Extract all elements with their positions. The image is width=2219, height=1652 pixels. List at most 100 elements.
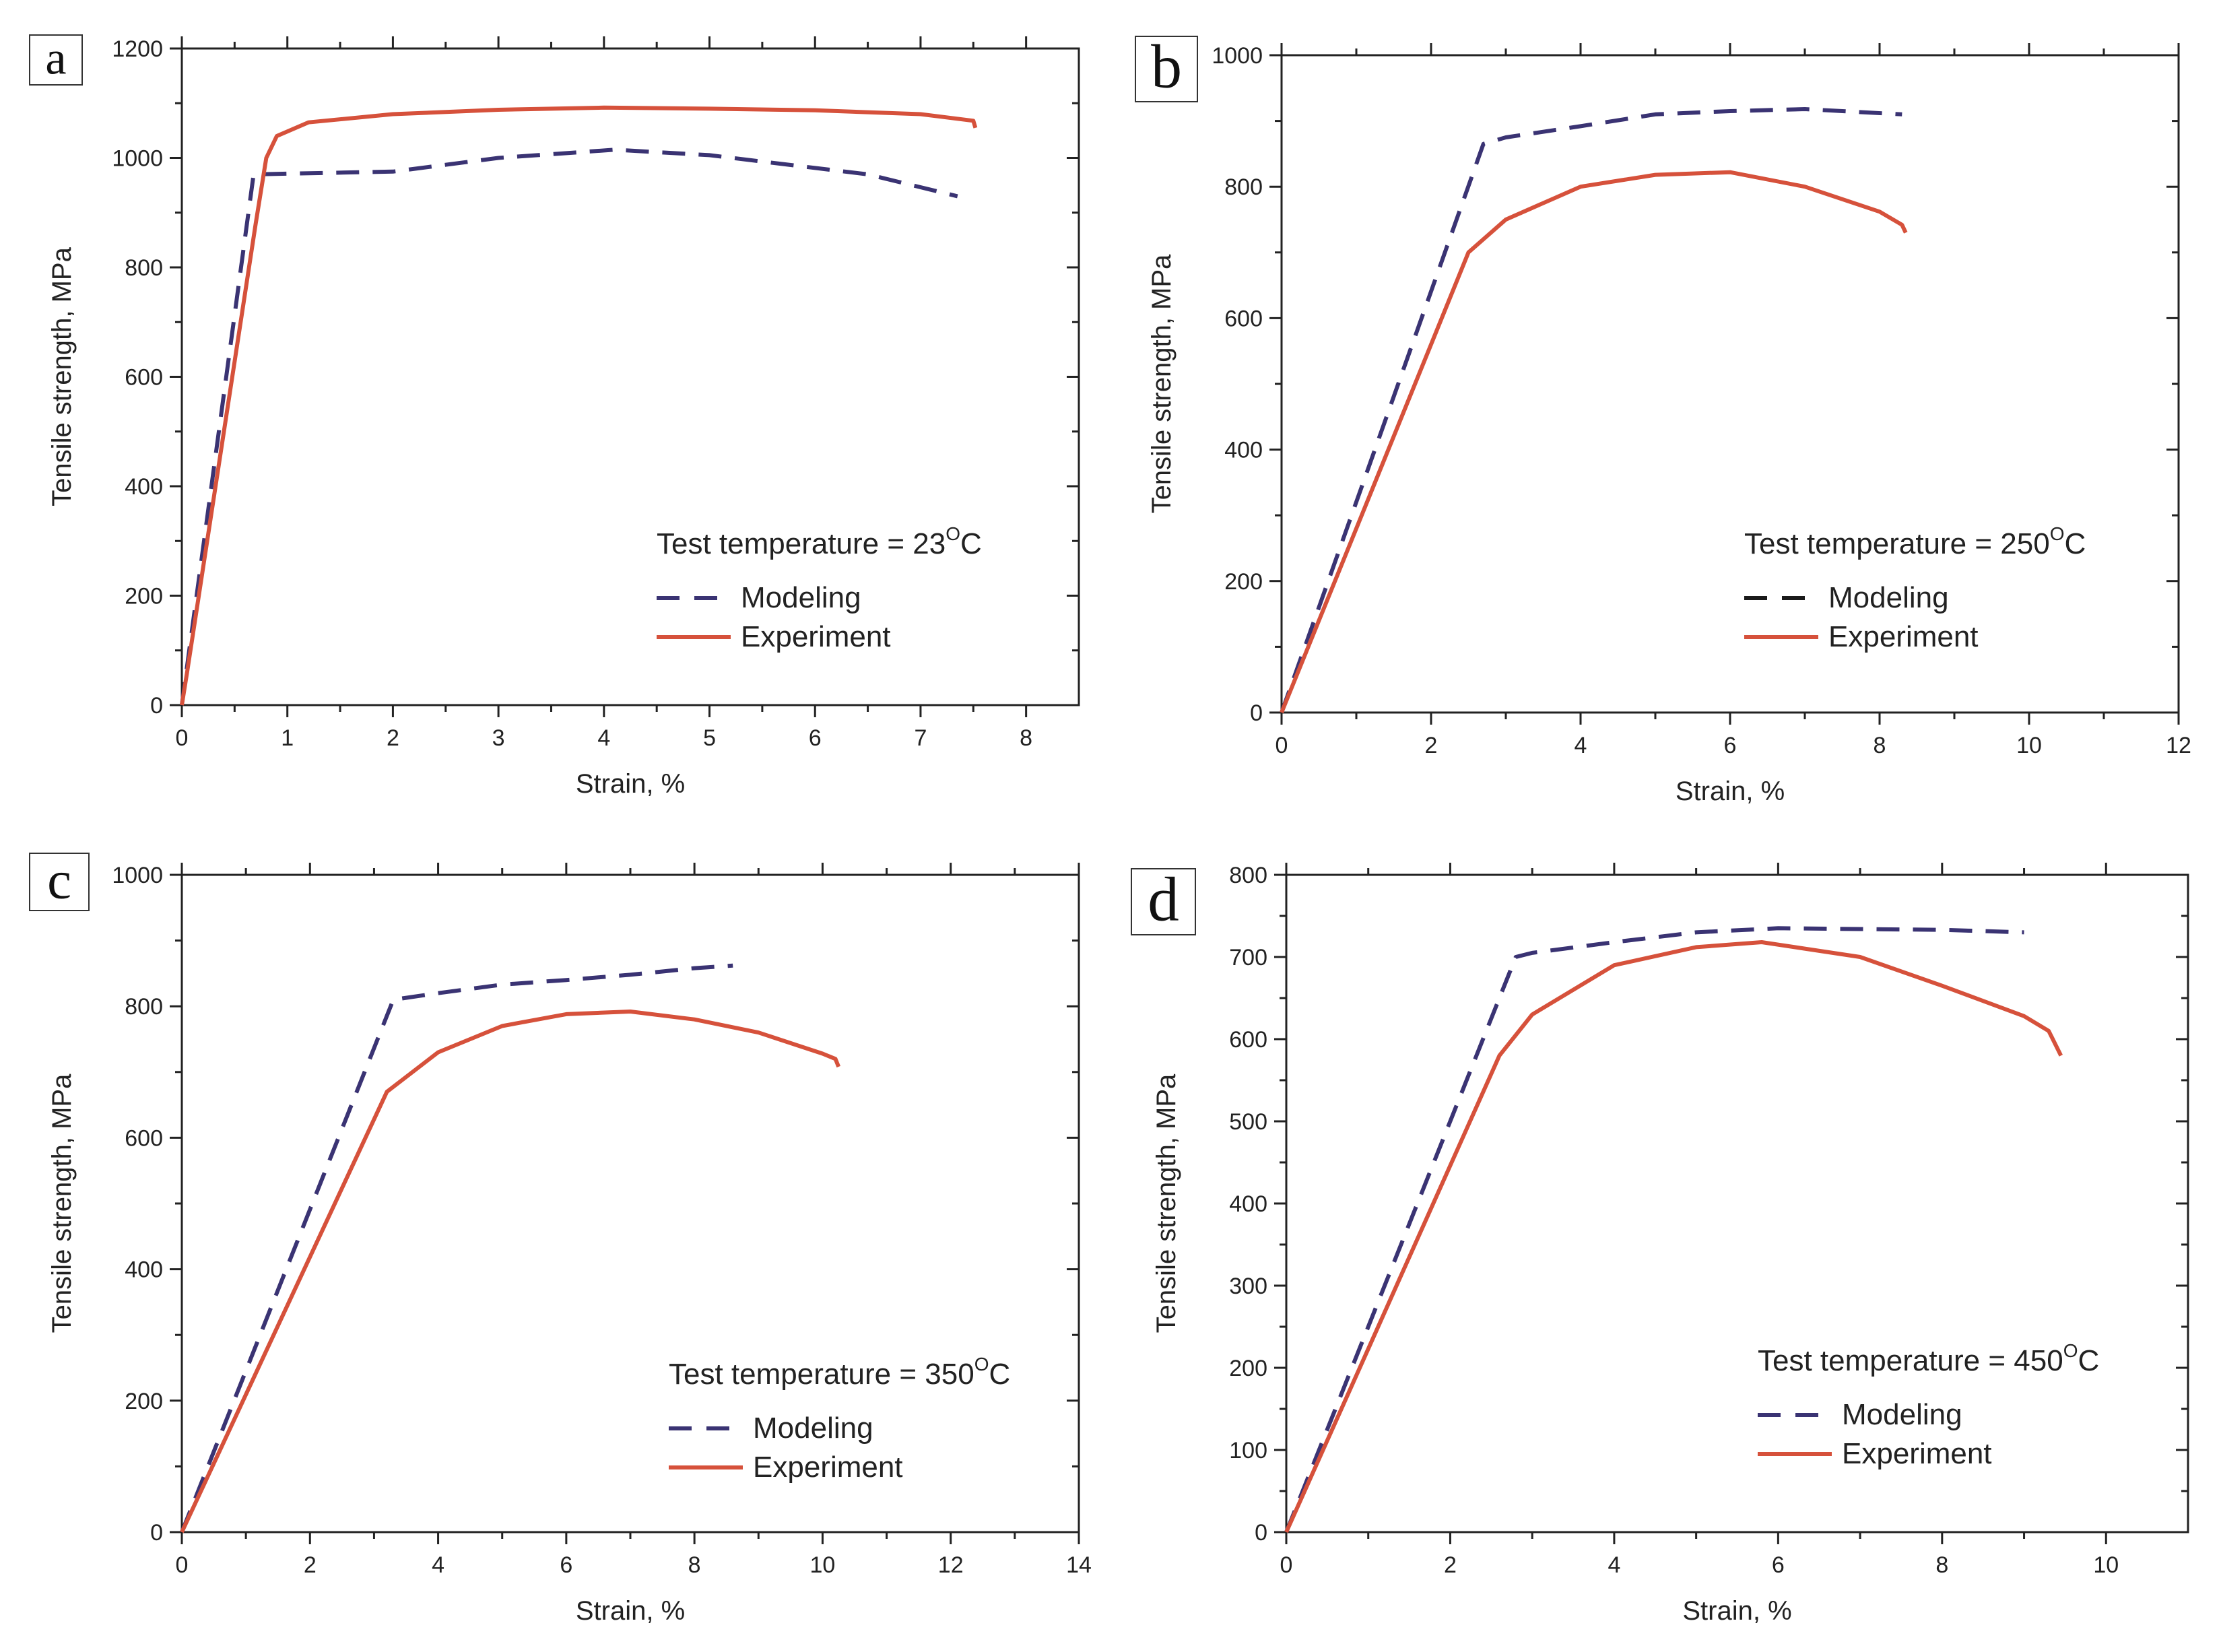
y-tick-label: 600 bbox=[125, 365, 163, 391]
x-tick-label: 5 bbox=[703, 725, 716, 751]
y-tick-label: 1000 bbox=[112, 146, 163, 172]
panel-badge bbox=[1131, 868, 1196, 935]
y-tick-label: 0 bbox=[150, 693, 163, 719]
legend-label-experiment: Experiment bbox=[1842, 1437, 1992, 1470]
x-tick-label: 10 bbox=[2093, 1552, 2119, 1578]
chart-panel-d: 0 2 4 6 8 100100200300400500600700800Strain, … bbox=[1131, 863, 2189, 1626]
x-tick-label: 10 bbox=[810, 1552, 836, 1578]
y-tick-label: 500 bbox=[1229, 1109, 1267, 1135]
series-line-modeling bbox=[180, 963, 733, 1533]
x-tick-label: 4 bbox=[1575, 733, 1587, 758]
x-tick-label: 2 bbox=[304, 1552, 317, 1578]
y-tick-label: 600 bbox=[125, 1125, 163, 1151]
legend-title-degree: O bbox=[2063, 1340, 2078, 1361]
x-axis-label: Strain, % bbox=[1676, 777, 1785, 806]
y-tick-label: 800 bbox=[1224, 174, 1263, 200]
plot-frame bbox=[1285, 873, 2189, 1533]
y-tick-label: 1200 bbox=[112, 36, 163, 62]
x-tick-label: 10 bbox=[2016, 733, 2042, 758]
series-line-experiment bbox=[180, 105, 978, 706]
legend-title-text: Test temperature = 250 bbox=[1744, 527, 2050, 560]
x-tick-label: 6 bbox=[1724, 733, 1737, 758]
y-tick-label: 600 bbox=[1229, 1027, 1267, 1053]
series-line-experiment bbox=[1284, 940, 2063, 1533]
legend-title-unit: C bbox=[2078, 1344, 2100, 1377]
x-axis-label: Strain, % bbox=[576, 1596, 685, 1626]
y-tick-label: 800 bbox=[125, 255, 163, 281]
legend-label-modeling: Modeling bbox=[753, 1412, 873, 1445]
x-axis-label: Strain, % bbox=[1682, 1596, 1791, 1626]
series-line-modeling bbox=[1284, 926, 2024, 1533]
legend-label-modeling: Modeling bbox=[1842, 1398, 1962, 1431]
y-tick-label: 1000 bbox=[112, 863, 163, 888]
x-tick-label: 4 bbox=[432, 1552, 444, 1578]
series-line-modeling bbox=[180, 147, 958, 706]
y-tick-label: 600 bbox=[1224, 306, 1263, 331]
panel-label: d bbox=[1148, 865, 1179, 934]
legend-title-unit: C bbox=[2065, 527, 2086, 560]
legend-title: Test temperature = 350OC bbox=[669, 1354, 1010, 1391]
y-tick-label: 800 bbox=[1229, 863, 1267, 888]
chart-panel-a: 0 1 2 3 4 5 6 7 8 0 200 400 600 800 1000 1200 Strain, % T… bbox=[29, 32, 1080, 799]
y-tick-label: 400 bbox=[1224, 438, 1263, 463]
x-tick-label: 1 bbox=[281, 725, 294, 751]
y-tick-label: 1000 bbox=[1212, 43, 1263, 69]
legend-label-modeling: Modeling bbox=[741, 581, 861, 614]
x-tick-label: 2 bbox=[1444, 1552, 1457, 1578]
series-line-modeling bbox=[1280, 107, 1902, 714]
x-tick-label: 14 bbox=[1066, 1552, 1092, 1578]
panel-label: a bbox=[45, 32, 66, 85]
x-tick-label: 0 bbox=[1280, 1552, 1293, 1578]
y-tick-label: 0 bbox=[1255, 1520, 1267, 1546]
legend-title-text: Test temperature = 450 bbox=[1758, 1344, 2063, 1377]
y-tick-label: 200 bbox=[1224, 569, 1263, 595]
x-tick-label: 4 bbox=[1608, 1552, 1620, 1578]
y-tick-label: 200 bbox=[125, 584, 163, 609]
x-tick-label: 3 bbox=[492, 725, 505, 751]
legend-label-modeling: Modeling bbox=[1828, 581, 1949, 614]
y-tick-label: 0 bbox=[1250, 700, 1263, 726]
x-axis-label: Strain, % bbox=[576, 769, 685, 799]
y-tick-label: 400 bbox=[1229, 1191, 1267, 1217]
series-line-experiment bbox=[1280, 170, 1908, 714]
x-tick-label: 2 bbox=[1425, 733, 1438, 758]
legend-label-experiment: Experiment bbox=[753, 1451, 903, 1484]
legend-title-degree: O bbox=[974, 1354, 989, 1375]
legend-title-unit: C bbox=[989, 1358, 1011, 1391]
panel-badge bbox=[1135, 36, 1198, 102]
chart-panel-c: 0 2 4 6 8 10 12 14 0 200 400 600 800 1000 Strain, % Ten… bbox=[29, 850, 1092, 1626]
x-tick-label: 6 bbox=[809, 725, 822, 751]
x-tick-label: 6 bbox=[560, 1552, 572, 1578]
x-tick-label: 8 bbox=[1874, 733, 1886, 758]
x-tick-label: 2 bbox=[387, 725, 399, 751]
legend-label-experiment: Experiment bbox=[1828, 620, 1979, 653]
y-axis-label: Tensile strength, MPa bbox=[47, 1073, 77, 1333]
y-tick-label: 800 bbox=[125, 994, 163, 1020]
legend-title: Test temperature = 23OC bbox=[657, 523, 982, 560]
legend-title-degree: O bbox=[946, 523, 960, 544]
y-tick-label: 100 bbox=[1229, 1438, 1267, 1463]
y-axis-label: Tensile strength, MPa bbox=[1152, 1073, 1181, 1333]
panel-label: c bbox=[47, 850, 71, 910]
x-tick-label: 6 bbox=[1772, 1552, 1785, 1578]
x-tick-label: 7 bbox=[914, 725, 927, 751]
y-tick-label: 200 bbox=[125, 1389, 163, 1414]
x-tick-label: 12 bbox=[2166, 733, 2191, 758]
y-tick-label: 0 bbox=[150, 1520, 163, 1546]
y-tick-label: 700 bbox=[1229, 945, 1267, 970]
plot-frame bbox=[180, 47, 1080, 706]
legend-title: Test temperature = 250OC bbox=[1744, 523, 2086, 560]
y-axis-label: Tensile strength, MPa bbox=[47, 246, 77, 506]
series-line-experiment bbox=[180, 1010, 840, 1533]
y-tick-label: 400 bbox=[125, 1257, 163, 1283]
y-tick-label: 400 bbox=[125, 474, 163, 500]
legend-title-unit: C bbox=[960, 527, 982, 560]
x-tick-label: 8 bbox=[688, 1552, 701, 1578]
x-tick-label: 12 bbox=[938, 1552, 964, 1578]
y-axis-label: Tensile strength, MPa bbox=[1147, 254, 1177, 513]
panel-badge bbox=[29, 34, 83, 86]
chart-panel-b: 0 2 4 6 8 10 12 0 200 400 600 800 1000 Strain, % Tensi… bbox=[1135, 32, 2191, 806]
x-tick-label: 0 bbox=[1276, 733, 1288, 758]
